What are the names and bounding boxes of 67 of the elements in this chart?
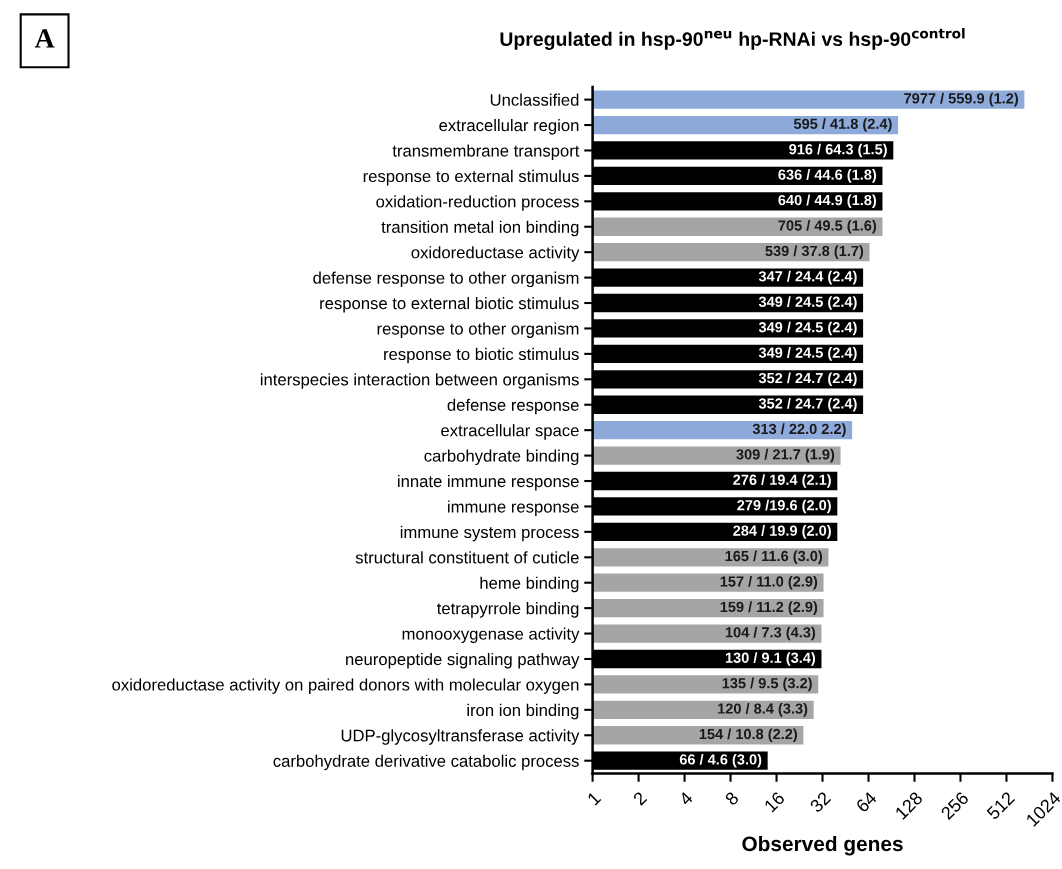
y-tick-label: transition metal ion binding (381, 220, 579, 237)
text: A (34, 29, 55, 48)
annotation: 276 / 19.4 (2.1) (733, 474, 831, 488)
y-tick-label: immune system process (400, 525, 579, 542)
y-tick-label: iron ion binding (467, 703, 579, 720)
y-tick-label: extracellular space (441, 424, 579, 440)
y-tick-label: oxidoreductase activity on paired donors with molecular oxygen (112, 678, 579, 694)
annotation: 705 / 49.5 (1.6) (778, 219, 877, 234)
y-tick-label: structural constituent of cuticle (355, 551, 579, 564)
annotation: 595 / 41.8 (2.4) (793, 118, 892, 132)
annotation: 7977 / 559.9 (1.2) (904, 92, 1018, 107)
annotation: 157 / 11.0 (2.9) (720, 575, 818, 590)
y-tick-label: carbohydrate derivative catabolic process (273, 754, 579, 771)
y-tick-label: extracellular region (439, 119, 579, 135)
y-tick-label: innate immune response (398, 474, 579, 491)
x-tick-label: 64 (855, 790, 878, 814)
y-tick-label: carbohydrate binding (424, 449, 579, 466)
y-tick-label: neuropeptide signaling pathway (346, 652, 580, 669)
y-tick-label: oxidation-reduction process (376, 195, 579, 211)
x-axis-title: Observed genes (742, 835, 903, 856)
y-tick-label: defense response (447, 398, 579, 415)
annotation: 104 / 7.3 (4.3) (725, 626, 816, 641)
annotation: 349 / 24.5 (2.4) (758, 347, 857, 361)
annotation: 636 / 44.6 (1.8) (778, 169, 877, 183)
x-tick-label: 2 (632, 791, 648, 806)
annotation: 539 / 37.8 (1.7) (765, 245, 864, 259)
y-tick-label: UDP-glycosyltransferase activity (341, 729, 580, 745)
y-tick-label: response to external stimulus (363, 169, 579, 186)
annotation: 159 / 11.2 (2.9) (720, 601, 818, 615)
annotation: 309 / 21.7 (1.9) (736, 448, 835, 463)
y-tick-label: interspecies interaction between organisms (260, 373, 579, 389)
annotation: 640 / 44.9 (1.8) (778, 194, 877, 209)
annotation: 284 / 19.9 (2.0) (733, 525, 831, 539)
annotation: 154 / 10.8 (2.2) (699, 728, 797, 743)
chart-title: Upregulated in hsp-90$^{neu}$ hp-RNAi vs hsp-90$^{control}$ (500, 28, 965, 50)
x-tick-label: 256 (940, 790, 970, 821)
x-tick-label: 1 (586, 791, 602, 806)
annotation: 352 / 24.7 (2.4) (758, 372, 857, 387)
annotation: 130 / 9.1 (3.4) (725, 652, 816, 666)
x-tick-label: 16 (763, 790, 786, 813)
y-tick-label: transmembrane transport (392, 144, 580, 160)
annotation: 347 / 24.4 (2.4) (758, 270, 857, 285)
y-tick-label: oxidoreductase activity (411, 246, 580, 262)
y-tick-label: monooxygenase activity (402, 627, 580, 644)
annotation: 165 / 11.6 (3.0) (725, 550, 823, 565)
y-tick-label: response to external biotic stimulus (320, 296, 579, 313)
annotation: 135 / 9.5 (3.2) (722, 677, 812, 692)
y-tick-label: heme binding (480, 576, 579, 593)
annotation: 279 /19.6 (2.0) (737, 499, 831, 514)
y-tick-label: defense response to other organism (313, 271, 579, 288)
y-tick-label: immune response (448, 500, 579, 516)
y-tick-label: response to other organism (377, 322, 579, 338)
annotation: 349 / 24.5 (2.4) (758, 296, 857, 310)
annotation: 313 / 22.0 2.2) (752, 423, 846, 437)
y-tick-label: tetrapyrrole binding (436, 602, 579, 618)
annotation: 916 / 64.3 (1.5) (789, 143, 887, 158)
x-tick-label: 8 (724, 790, 740, 806)
x-tick-label: 4 (678, 790, 694, 807)
x-tick-label: 128 (894, 790, 924, 820)
annotation: 120 / 8.4 (3.3) (718, 703, 808, 717)
x-tick-label: 512 (986, 791, 1016, 821)
annotation: 352 / 24.7 (2.4) (758, 397, 857, 412)
y-tick-label: Unclassified (490, 93, 579, 106)
x-tick-label: 32 (809, 791, 832, 814)
y-tick-label: response to biotic stimulus (384, 347, 579, 364)
annotation: 349 / 24.5 (2.4) (758, 321, 857, 336)
annotation: 66 / 4.6 (3.0) (679, 753, 762, 768)
